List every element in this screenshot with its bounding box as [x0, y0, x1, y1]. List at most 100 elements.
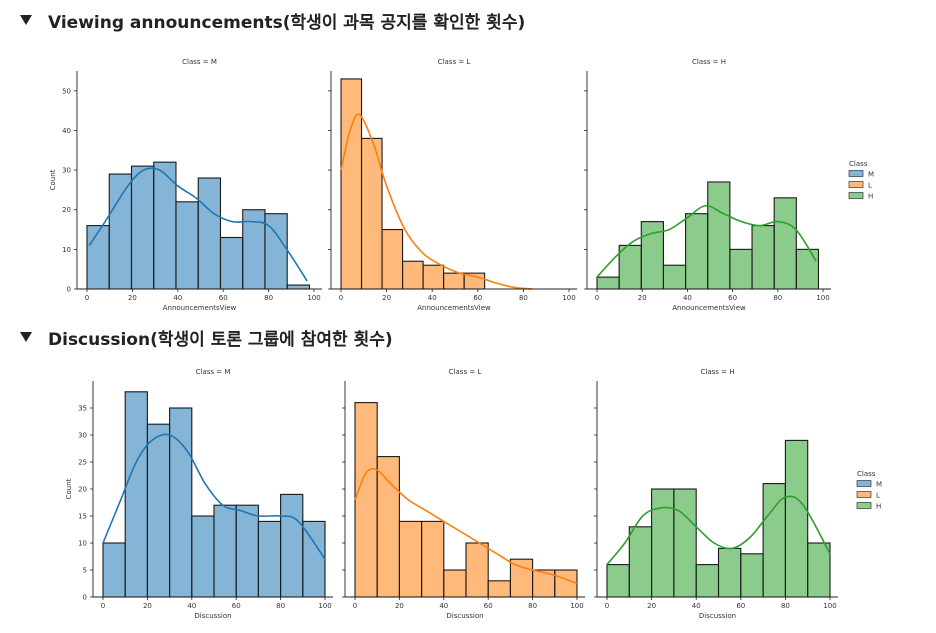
histogram-bar [740, 553, 764, 598]
histogram-bar [340, 78, 363, 290]
x-tick-label: 80 [528, 602, 537, 610]
section-title-text: Viewing announcements(학생이 과목 공지를 확인한 횟수) [48, 12, 526, 33]
y-tick-label: 25 [78, 459, 87, 467]
kde-curve [88, 167, 308, 282]
histogram-bar [618, 244, 642, 290]
x-tick-label: 60 [219, 294, 228, 302]
y-tick-label: 30 [78, 432, 87, 440]
histogram-bar [554, 569, 578, 598]
histogram-bar [197, 177, 222, 290]
x-tick-label: 60 [736, 602, 745, 610]
x-tick-label: 0 [101, 602, 105, 610]
x-tick-label: 80 [781, 602, 790, 610]
panel-title: Class = H [692, 58, 726, 66]
legend-label: M [868, 171, 874, 179]
histogram-bar [751, 225, 775, 290]
legend-label: M [876, 481, 882, 489]
y-tick-label: 10 [62, 246, 71, 254]
panel-title: Class = H [701, 368, 735, 376]
x-tick-label: 60 [232, 602, 241, 610]
histogram-bar [219, 236, 244, 290]
x-tick-label: 20 [128, 294, 137, 302]
histogram-bar [628, 526, 653, 598]
x-tick-label: 80 [773, 294, 782, 302]
kde-curve [354, 468, 578, 585]
y-tick-label: 0 [67, 286, 71, 294]
histogram-bar [695, 564, 720, 598]
x-axis-label: AnnouncementsView [417, 304, 491, 312]
x-tick-label: 40 [683, 294, 692, 302]
x-tick-label: 80 [264, 294, 273, 302]
x-tick-label: 100 [562, 294, 575, 302]
y-tick-label: 50 [62, 87, 71, 95]
histogram-bar [402, 260, 424, 290]
x-tick-label: 80 [519, 294, 528, 302]
histogram-bar [286, 284, 311, 290]
y-tick-label: 20 [78, 486, 87, 494]
legend-swatch [856, 480, 872, 487]
histogram-bar [606, 564, 630, 598]
histogram-bar [302, 520, 326, 598]
legend-swatch [848, 181, 864, 188]
panel-title: Class = L [438, 58, 471, 66]
histogram-bar [376, 456, 400, 598]
collapse-triangle-icon[interactable] [20, 332, 32, 342]
histogram-bar [707, 181, 731, 290]
histogram-bar [381, 228, 404, 290]
histogram-bar [487, 580, 511, 598]
x-tick-label: 100 [318, 602, 331, 610]
histogram-bar [651, 488, 675, 598]
y-tick-label: 15 [78, 513, 87, 521]
legend-title: Class [849, 160, 868, 168]
section-title-discussion[interactable]: Discussion(학생이 토론 그룹에 참여한 횟수) [20, 325, 393, 350]
x-tick-label: 0 [85, 294, 89, 302]
x-tick-label: 0 [595, 294, 599, 302]
collapse-triangle-icon[interactable] [20, 15, 32, 25]
x-tick-label: 20 [143, 602, 152, 610]
x-axis-label: Discussion [194, 612, 231, 620]
x-tick-label: 100 [307, 294, 320, 302]
x-axis-label: AnnouncementsView [672, 304, 746, 312]
panel-title: Class = L [449, 368, 482, 376]
histogram-bar [729, 248, 753, 290]
section-title-text: Discussion(학생이 토론 그룹에 참여한 횟수) [48, 329, 393, 350]
x-tick-label: 60 [728, 294, 737, 302]
x-tick-label: 80 [276, 602, 285, 610]
x-tick-label: 40 [439, 602, 448, 610]
y-tick-label: 35 [78, 405, 87, 413]
legend-title: Class [857, 470, 876, 478]
kde-curve [606, 495, 831, 566]
legend-swatch [856, 491, 872, 498]
x-tick-label: 60 [484, 602, 493, 610]
legend-label: L [876, 492, 880, 500]
histogram-bar [784, 439, 809, 598]
histogram-bar [673, 488, 697, 598]
x-tick-label: 60 [473, 294, 482, 302]
histogram-bar [773, 197, 797, 290]
x-tick-label: 40 [692, 602, 701, 610]
x-tick-label: 100 [816, 294, 829, 302]
histogram-bar [108, 173, 133, 290]
kde-curve [102, 433, 326, 560]
histogram-bar [465, 542, 489, 598]
legend-swatch [848, 170, 864, 177]
histogram-bar [421, 520, 445, 598]
section-title-announcements[interactable]: Viewing announcements(학생이 과목 공지를 확인한 횟수) [20, 8, 526, 33]
panel-title: Class = M [182, 58, 217, 66]
legend-label: H [868, 193, 873, 201]
x-tick-label: 100 [570, 602, 583, 610]
x-axis-label: Discussion [446, 612, 483, 620]
histogram-bar [86, 225, 110, 290]
y-tick-label: 0 [83, 594, 87, 602]
histogram-bar [280, 493, 304, 598]
histogram-bar [685, 213, 709, 290]
histogram-bar [795, 248, 820, 290]
histogram-bar [443, 272, 465, 290]
x-tick-label: 20 [382, 294, 391, 302]
legend-swatch [848, 192, 864, 199]
x-tick-label: 0 [339, 294, 343, 302]
histogram-bar [235, 504, 259, 598]
histogram-bar [443, 569, 467, 598]
y-axis-label: Count [49, 169, 57, 190]
x-tick-label: 40 [187, 602, 196, 610]
